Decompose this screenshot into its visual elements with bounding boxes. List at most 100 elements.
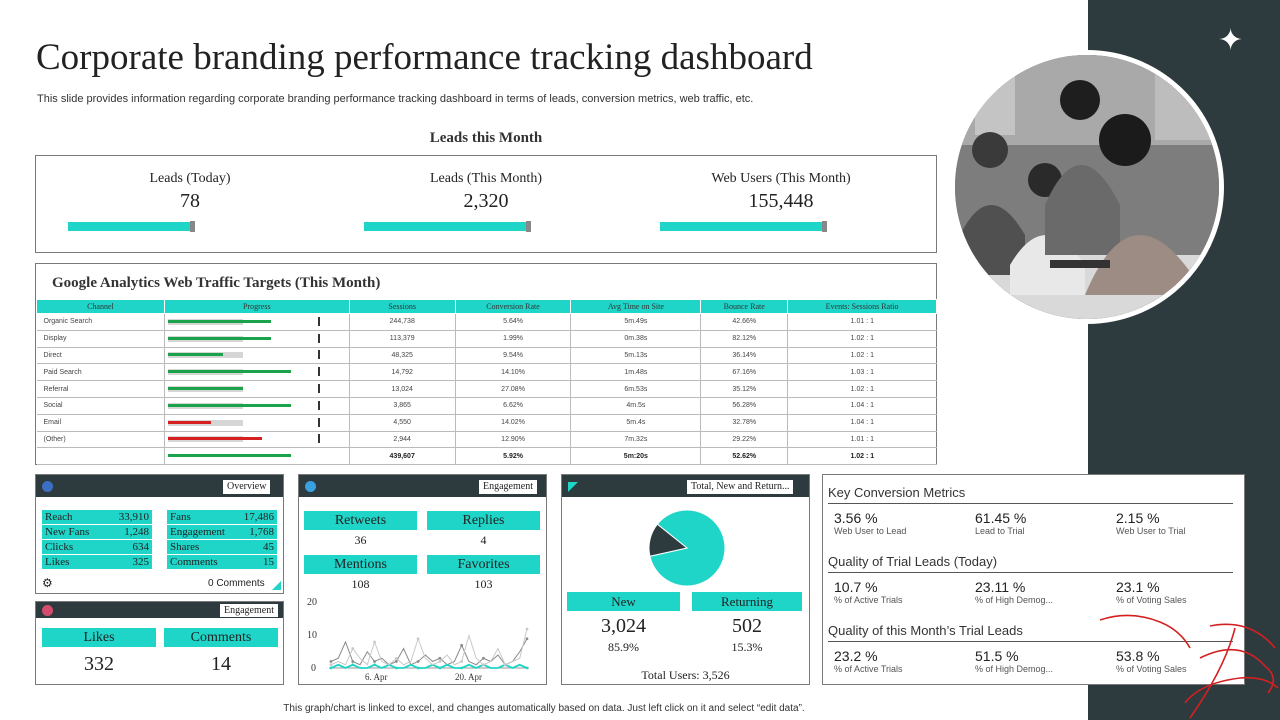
ga-row: Referral 13,024 27.08% 6m.53s 35.12% 1.02 : 1 xyxy=(36,380,937,398)
gear-icon[interactable]: ⚙ xyxy=(42,576,53,590)
overview-engagement-value: 1,768 xyxy=(249,526,274,538)
line-point xyxy=(525,627,529,631)
kcm-divider-1 xyxy=(828,503,1233,504)
ga-channel: Referral xyxy=(36,380,165,398)
ga-sessions: 14,792 xyxy=(348,363,456,382)
footer-note: This graph/chart is linked to excel, and… xyxy=(283,703,805,714)
new-users-percent: 85.9% xyxy=(608,640,639,654)
kpi-leads-month-bar xyxy=(364,222,528,231)
returning-users-label: Returning xyxy=(692,592,802,611)
engagement-twitter-header: Engagement xyxy=(299,475,546,497)
progress-fill-total xyxy=(167,454,291,458)
ga-ratio: 1.01 : 1 xyxy=(787,431,937,449)
overview-newfans-value: 1,248 xyxy=(124,526,149,538)
overview-newfans-label: New Fans xyxy=(45,526,90,538)
line-point xyxy=(329,666,333,670)
progress-target-tick xyxy=(317,417,320,427)
ga-total-bounce: 52.62% xyxy=(700,447,788,466)
progress-target-tick xyxy=(317,350,320,360)
ga-ratio: 1.02 : 1 xyxy=(787,380,937,398)
line-series-1 xyxy=(330,663,528,669)
line-point xyxy=(351,663,355,667)
line-point xyxy=(351,647,355,650)
progress-target-tick xyxy=(317,384,320,394)
ga-progress xyxy=(163,431,350,449)
kcm-today-active-value: 10.7 % xyxy=(834,579,878,595)
line-series-0 xyxy=(330,638,528,666)
kcm-month-voting-label: % of Voting Sales xyxy=(1116,664,1187,674)
twitter-icon xyxy=(305,481,316,492)
comments-label: Comments xyxy=(164,628,278,647)
line-point xyxy=(416,637,420,641)
col-conversion-rate: Conversion Rate xyxy=(454,299,572,314)
x-tick-label: 20. Apr xyxy=(455,672,482,682)
kcm-today-demog-label: % of High Demog... xyxy=(975,595,1054,605)
kcm-month-demog-label: % of High Demog... xyxy=(975,664,1054,674)
ga-ratio: 1.01 : 1 xyxy=(787,313,937,331)
ga-sessions: 244,738 xyxy=(348,313,456,331)
kpi-leads-month-bar-end xyxy=(526,221,531,232)
ga-progress xyxy=(163,347,350,365)
line-point xyxy=(373,660,376,663)
overview-engagement-row: Engagement 1,768 xyxy=(167,525,277,539)
kcm-panel: Key Conversion Metrics 3.56 % Web User t… xyxy=(822,474,1245,685)
progress-target-tick xyxy=(317,400,320,410)
ga-bounce: 67.16% xyxy=(700,363,788,382)
ga-traffic-box: Google Analytics Web Traffic Targets (Th… xyxy=(35,263,937,466)
kcm-divider-3 xyxy=(828,641,1233,642)
users-panel: Total, New and Return... New Returning 3… xyxy=(561,474,810,685)
overview-clicks-label: Clicks xyxy=(45,541,74,553)
team-photo-illustration xyxy=(955,55,1219,319)
line-point xyxy=(373,663,376,667)
ga-progress xyxy=(163,363,350,382)
users-tag: Total, New and Return... xyxy=(687,480,794,494)
likes-label: Likes xyxy=(42,628,156,647)
engagement-twitter-tag: Engagement xyxy=(479,480,537,494)
y-tick-label: 0 xyxy=(311,663,316,674)
kcm-web-user-lead-label: Web User to Lead xyxy=(834,526,907,536)
overview-reach-row: Reach 33,910 xyxy=(42,510,152,524)
progress-bar xyxy=(167,417,320,429)
ga-channel: Organic Search xyxy=(36,313,165,331)
ga-conv: 6.62% xyxy=(454,397,571,415)
line-point xyxy=(482,656,485,660)
kpi-leads-today-bar-end xyxy=(190,221,195,232)
ga-time: 7m.32s xyxy=(570,431,701,449)
ga-total-conv: 5.92% xyxy=(454,447,571,466)
overview-comments-row: Comments 15 xyxy=(167,555,277,569)
line-point xyxy=(438,666,442,670)
kcm-month-voting-value: 53.8 % xyxy=(1116,648,1160,664)
ga-channel: (Other) xyxy=(36,431,165,449)
progress-fill xyxy=(167,353,224,357)
instagram-icon xyxy=(42,605,53,616)
handwritten-annotation xyxy=(1099,614,1279,718)
ga-bounce: 56.28% xyxy=(700,397,788,415)
ga-sessions: 113,379 xyxy=(348,330,456,348)
page-subtitle: This slide provides information regardin… xyxy=(37,93,754,105)
progress-target-tick xyxy=(317,333,320,343)
ga-title: Google Analytics Web Traffic Targets (Th… xyxy=(52,275,381,291)
ga-row: Organic Search 244,738 5.64% 5m.49s 42.66% 1.… xyxy=(36,313,937,331)
line-point xyxy=(416,666,420,670)
kpi-leads-month-value: 2,320 xyxy=(463,190,509,212)
retweets-value: 36 xyxy=(354,533,367,547)
pie-slice-returning xyxy=(648,523,689,557)
progress-fill xyxy=(167,403,291,407)
ga-ratio: 1.02 : 1 xyxy=(787,330,937,348)
kpi-leads-month-label: Leads (This Month) xyxy=(430,171,542,186)
users-panel-header: Total, New and Return... xyxy=(562,475,809,497)
line-point xyxy=(351,660,355,663)
ga-channel: Display xyxy=(36,330,165,348)
ga-channel: Direct xyxy=(36,347,165,365)
sparkle-icon: ✦ xyxy=(1218,24,1244,57)
kcm-today-active-label: % of Active Trials xyxy=(834,595,903,605)
line-point xyxy=(416,660,420,663)
ga-total-row: 439,607 5.92% 5m:20s 52.62% 1.02 : 1 xyxy=(36,447,937,466)
ga-conv: 14.10% xyxy=(454,363,571,382)
progress-fill xyxy=(167,420,212,424)
line-point xyxy=(438,656,442,660)
kcm-title-2: Quality of Trial Leads (Today) xyxy=(828,554,998,569)
page-title: Corporate branding performance tracking … xyxy=(36,37,813,78)
ga-progress xyxy=(163,313,350,331)
ga-bounce: 82.12% xyxy=(700,330,788,348)
